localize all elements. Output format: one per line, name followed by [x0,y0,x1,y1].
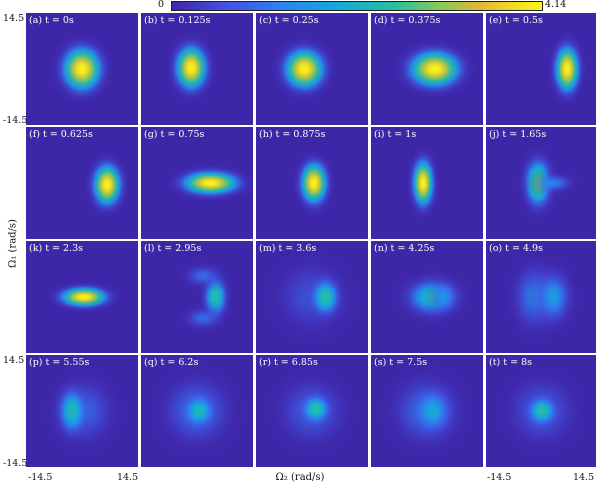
panel-label: (e) t = 0.5s [489,15,543,26]
density-blob [406,146,440,220]
density-panel: (o) t = 4.9s [486,241,596,353]
panel-label: (l) t = 2.95s [144,243,202,254]
density-panel: (a) t = 0s [26,13,138,125]
panel-label: (d) t = 0.375s [374,15,441,26]
y-tick-bottom-max: 14.5 [3,355,25,366]
density-panel: (g) t = 0.75s [141,127,253,239]
density-map [486,127,596,239]
y-tick-top-min: -14.5 [3,115,28,126]
y-tick-bottom-min: -14.5 [3,458,28,469]
density-map [256,13,368,125]
density-map [371,355,483,467]
density-map [486,13,596,125]
density-blob [303,268,348,326]
density-blob [166,164,253,202]
density-map [141,241,253,353]
panel-label: (q) t = 6.2s [144,357,199,368]
density-map [141,127,253,239]
density-map [486,241,596,353]
x-tick-right-min: -14.5 [487,472,512,483]
y-tick-top-max: 14.5 [3,13,25,24]
density-blob [425,272,464,322]
panel-background [141,241,253,353]
density-blob [174,386,223,436]
density-map [26,241,138,353]
density-map [371,13,483,125]
density-panel: (i) t = 1s [371,127,483,239]
density-panel: (k) t = 2.3s [26,241,138,353]
density-map [256,127,368,239]
density-blob [47,281,121,313]
density-panel: (p) t = 5.55s [26,355,138,467]
panel-label: (m) t = 3.6s [259,243,317,254]
density-blob [84,152,130,218]
density-map [26,355,138,467]
density-panel: (b) t = 0.125s [141,13,253,125]
density-map [26,13,138,125]
density-blob [403,377,462,445]
density-map [256,355,368,467]
density-blob [547,32,587,106]
colorbar [171,1,543,11]
y-axis-label: Ω₁ (rad/s) [7,219,19,268]
density-map [371,127,483,239]
density-blob [519,388,565,434]
density-map [371,241,483,353]
density-panel: (d) t = 0.375s [371,13,483,125]
density-panel: (j) t = 1.65s [486,127,596,239]
x-tick-right-max: 14.5 [573,472,595,483]
density-map [26,127,138,239]
panel-label: (b) t = 0.125s [144,15,211,26]
panel-label: (c) t = 0.25s [259,15,319,26]
density-panel: (f) t = 0.625s [26,127,138,239]
density-panel: (r) t = 6.85s [256,355,368,467]
density-panel: (m) t = 3.6s [256,241,368,353]
density-panel: (c) t = 0.25s [256,13,368,125]
colorbar-max-label: 4.14 [545,0,567,10]
panel-label: (h) t = 0.875s [259,129,326,140]
density-map [141,355,253,467]
x-tick-left-max: 14.5 [117,472,139,483]
density-panel: (n) t = 4.25s [371,241,483,353]
density-panel: (q) t = 6.2s [141,355,253,467]
panel-label: (n) t = 4.25s [374,243,435,254]
density-panel: (t) t = 8s [486,355,596,467]
density-blob [272,37,337,101]
density-panel: (h) t = 0.875s [256,127,368,239]
x-tick-left-min: -14.5 [28,472,53,483]
density-blob [173,300,232,336]
panel-label: (o) t = 4.9s [489,243,543,254]
panel-label: (s) t = 7.5s [374,357,428,368]
panel-label: (f) t = 0.625s [29,129,93,140]
density-map [256,241,368,353]
colorbar-min-label: 0 [158,0,165,10]
panel-label: (p) t = 5.55s [29,357,90,368]
density-panel: (l) t = 2.95s [141,241,253,353]
density-panel: (s) t = 7.5s [371,355,483,467]
density-blob [173,258,232,294]
density-blob [50,374,95,448]
panel-label: (r) t = 6.85s [259,357,318,368]
density-blob [524,253,583,341]
panel-label: (a) t = 0s [29,15,74,26]
density-blob [292,150,336,216]
density-blob [51,34,113,104]
panel-label: (i) t = 1s [374,129,417,140]
x-axis-label: Ω₂ (rad/s) [275,472,325,483]
density-blob [394,40,476,98]
panel-label: (g) t = 0.75s [144,129,205,140]
density-blob [293,386,339,432]
density-blob [166,33,217,103]
density-map [141,13,253,125]
density-map [486,355,596,467]
density-blob [522,168,585,198]
panel-label: (k) t = 2.3s [29,243,83,254]
panel-label: (t) t = 8s [489,357,532,368]
panel-label: (j) t = 1.65s [489,129,547,140]
density-panel: (e) t = 0.5s [486,13,596,125]
